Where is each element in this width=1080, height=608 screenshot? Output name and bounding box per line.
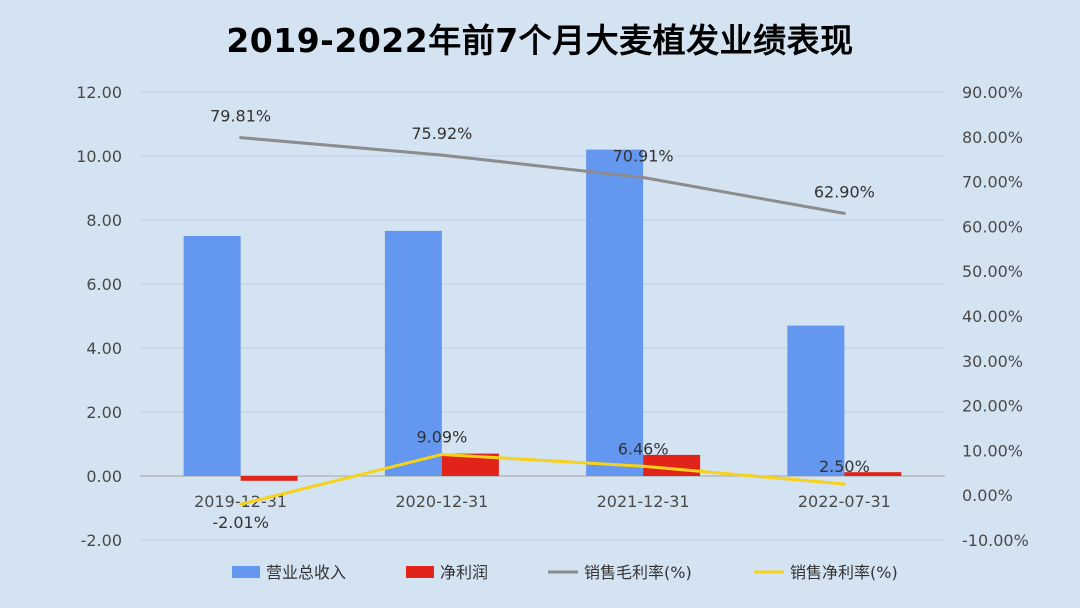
legend-swatch bbox=[406, 566, 434, 578]
x-tick-label: 2019-12-31 bbox=[194, 492, 287, 511]
legend-label: 净利润 bbox=[440, 563, 488, 582]
line-point bbox=[239, 502, 243, 506]
y-right-tick-label: 20.00% bbox=[962, 397, 1023, 416]
y-right-tick-label: 10.00% bbox=[962, 441, 1023, 460]
axis-layer: -2.00 0.00 2.00 4.00 6.00 8.00 10.00 12.00 -10.0… bbox=[76, 83, 1029, 550]
bar-revenue bbox=[183, 236, 241, 476]
line-point bbox=[641, 464, 645, 468]
y-right-tick-label: 60.00% bbox=[962, 217, 1023, 236]
gross-margin-line bbox=[240, 136, 845, 215]
y-left-tick-label: 6.00 bbox=[86, 275, 122, 294]
y-left-tick-label: 8.00 bbox=[86, 211, 122, 230]
grid-layer bbox=[140, 91, 945, 541]
line-point bbox=[440, 153, 444, 157]
y-left-tick-label: 4.00 bbox=[86, 339, 122, 358]
data-label: 62.90% bbox=[814, 182, 875, 201]
data-label: -2.01% bbox=[212, 513, 269, 532]
bar-revenue bbox=[586, 149, 644, 476]
bar-revenue bbox=[787, 325, 845, 476]
line-point bbox=[641, 176, 645, 180]
x-tick-label: 2022-07-31 bbox=[798, 492, 891, 511]
y-right-tick-label: 30.00% bbox=[962, 352, 1023, 371]
y-left-tick-label: 0.00 bbox=[86, 467, 122, 486]
chart-title: 2019-2022年前7个月大麦植发业绩表现 bbox=[226, 21, 854, 60]
bar-net-profit bbox=[240, 476, 298, 481]
bar-net-profit bbox=[441, 453, 499, 476]
data-label: 6.46% bbox=[618, 439, 669, 458]
data-label: 79.81% bbox=[210, 107, 271, 126]
y-right-tick-label: 0.00% bbox=[962, 486, 1013, 505]
legend-label: 营业总收入 bbox=[266, 563, 346, 582]
data-label: 70.91% bbox=[613, 147, 674, 166]
data-label: 75.92% bbox=[411, 124, 472, 143]
data-label: 9.09% bbox=[416, 427, 467, 446]
net-margin-line bbox=[240, 452, 845, 506]
legend-label: 销售毛利率(%) bbox=[584, 563, 692, 582]
legend: 营业总收入 净利润 销售毛利率(%) 销售净利率(%) bbox=[232, 563, 898, 582]
y-left-tick-label: 2.00 bbox=[86, 403, 122, 422]
y-right-tick-label: 50.00% bbox=[962, 262, 1023, 281]
label-layer: 79.81% 75.92% 70.91% 62.90% -2.01% 9.09% 6.46%… bbox=[210, 107, 875, 533]
y-right-tick-label: 40.00% bbox=[962, 307, 1023, 326]
line-point bbox=[440, 452, 444, 456]
bar-net-profit bbox=[844, 472, 902, 476]
line-point bbox=[842, 482, 846, 486]
x-tick-label: 2021-12-31 bbox=[597, 492, 690, 511]
legend-label: 销售净利率(%) bbox=[790, 563, 898, 582]
bar-layer bbox=[183, 149, 902, 481]
x-tick-label: 2020-12-31 bbox=[395, 492, 488, 511]
y-left-tick-label: 12.00 bbox=[76, 83, 122, 102]
line-point bbox=[842, 211, 846, 215]
y-right-tick-label: 90.00% bbox=[962, 83, 1023, 102]
line-layer bbox=[239, 136, 846, 506]
y-right-tick-label: 70.00% bbox=[962, 173, 1023, 192]
bar-revenue bbox=[384, 230, 442, 476]
y-right-tick-label: 80.00% bbox=[962, 128, 1023, 147]
y-left-tick-label: 10.00 bbox=[76, 147, 122, 166]
line-point bbox=[239, 136, 243, 140]
data-label: 2.50% bbox=[819, 457, 870, 476]
legend-swatch bbox=[232, 566, 260, 578]
y-right-tick-label: -10.00% bbox=[962, 531, 1029, 550]
y-left-tick-label: -2.00 bbox=[81, 531, 122, 550]
